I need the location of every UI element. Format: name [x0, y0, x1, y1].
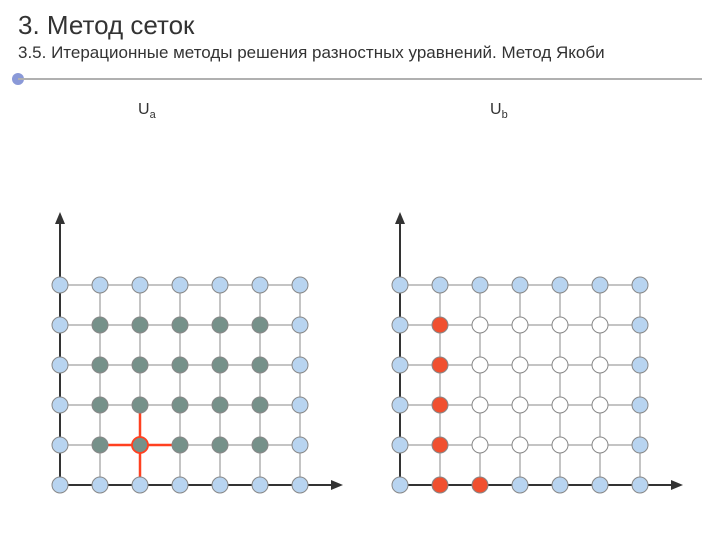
grid-left: [0, 105, 360, 525]
page-subtitle: 3.5. Итерационные методы решения разност…: [18, 43, 702, 63]
grid-right: [360, 105, 720, 525]
page-title: 3. Метод сеток: [18, 10, 702, 41]
divider: [18, 73, 702, 85]
